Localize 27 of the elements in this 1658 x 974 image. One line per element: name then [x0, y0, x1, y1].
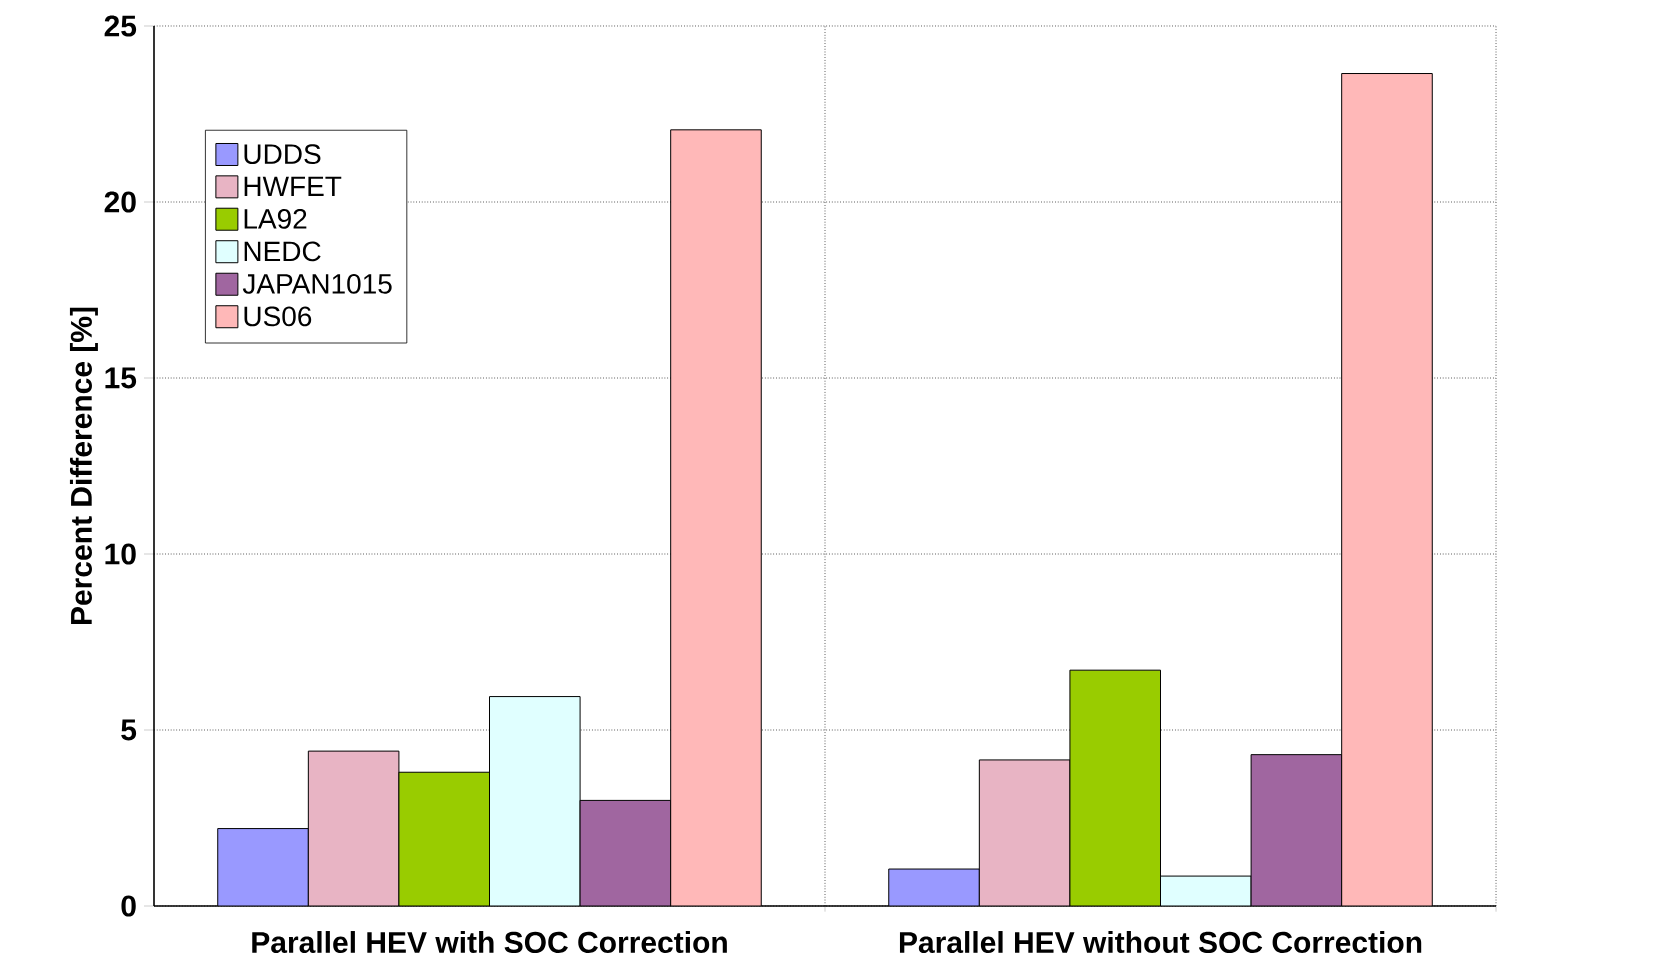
bar [579, 799, 672, 906]
bar [489, 696, 581, 906]
bar [1250, 754, 1343, 906]
bar [307, 750, 400, 906]
legend-label: HWFET [244, 176, 342, 196]
bar [670, 129, 762, 906]
legend-label: NEDC [244, 241, 321, 262]
y-tick-label: 25 [104, 15, 137, 37]
bar [217, 828, 309, 906]
bar [1160, 875, 1252, 906]
bar [888, 868, 980, 906]
x-tick-label: Parallel HEV without SOC Correction [899, 931, 1422, 954]
bar [1069, 669, 1162, 906]
y-tick-label: 10 [105, 543, 136, 565]
legend-label: UDDS [244, 144, 321, 165]
x-tick-label: Parallel HEV with SOC Correction [252, 931, 727, 954]
y-tick-label: 5 [121, 719, 137, 741]
y-tick-label: 20 [104, 191, 136, 213]
legend-label: US06 [244, 306, 312, 327]
y-tick-label: 15 [105, 367, 137, 389]
bar [978, 759, 1071, 906]
bar [398, 771, 490, 906]
legend-label: LA92 [244, 208, 307, 229]
y-axis-title: Percent Difference [%] [69, 307, 98, 625]
legend-label: JAPAN1015 [242, 273, 392, 294]
y-tick-label: 0 [121, 895, 136, 917]
bar [1341, 73, 1433, 906]
